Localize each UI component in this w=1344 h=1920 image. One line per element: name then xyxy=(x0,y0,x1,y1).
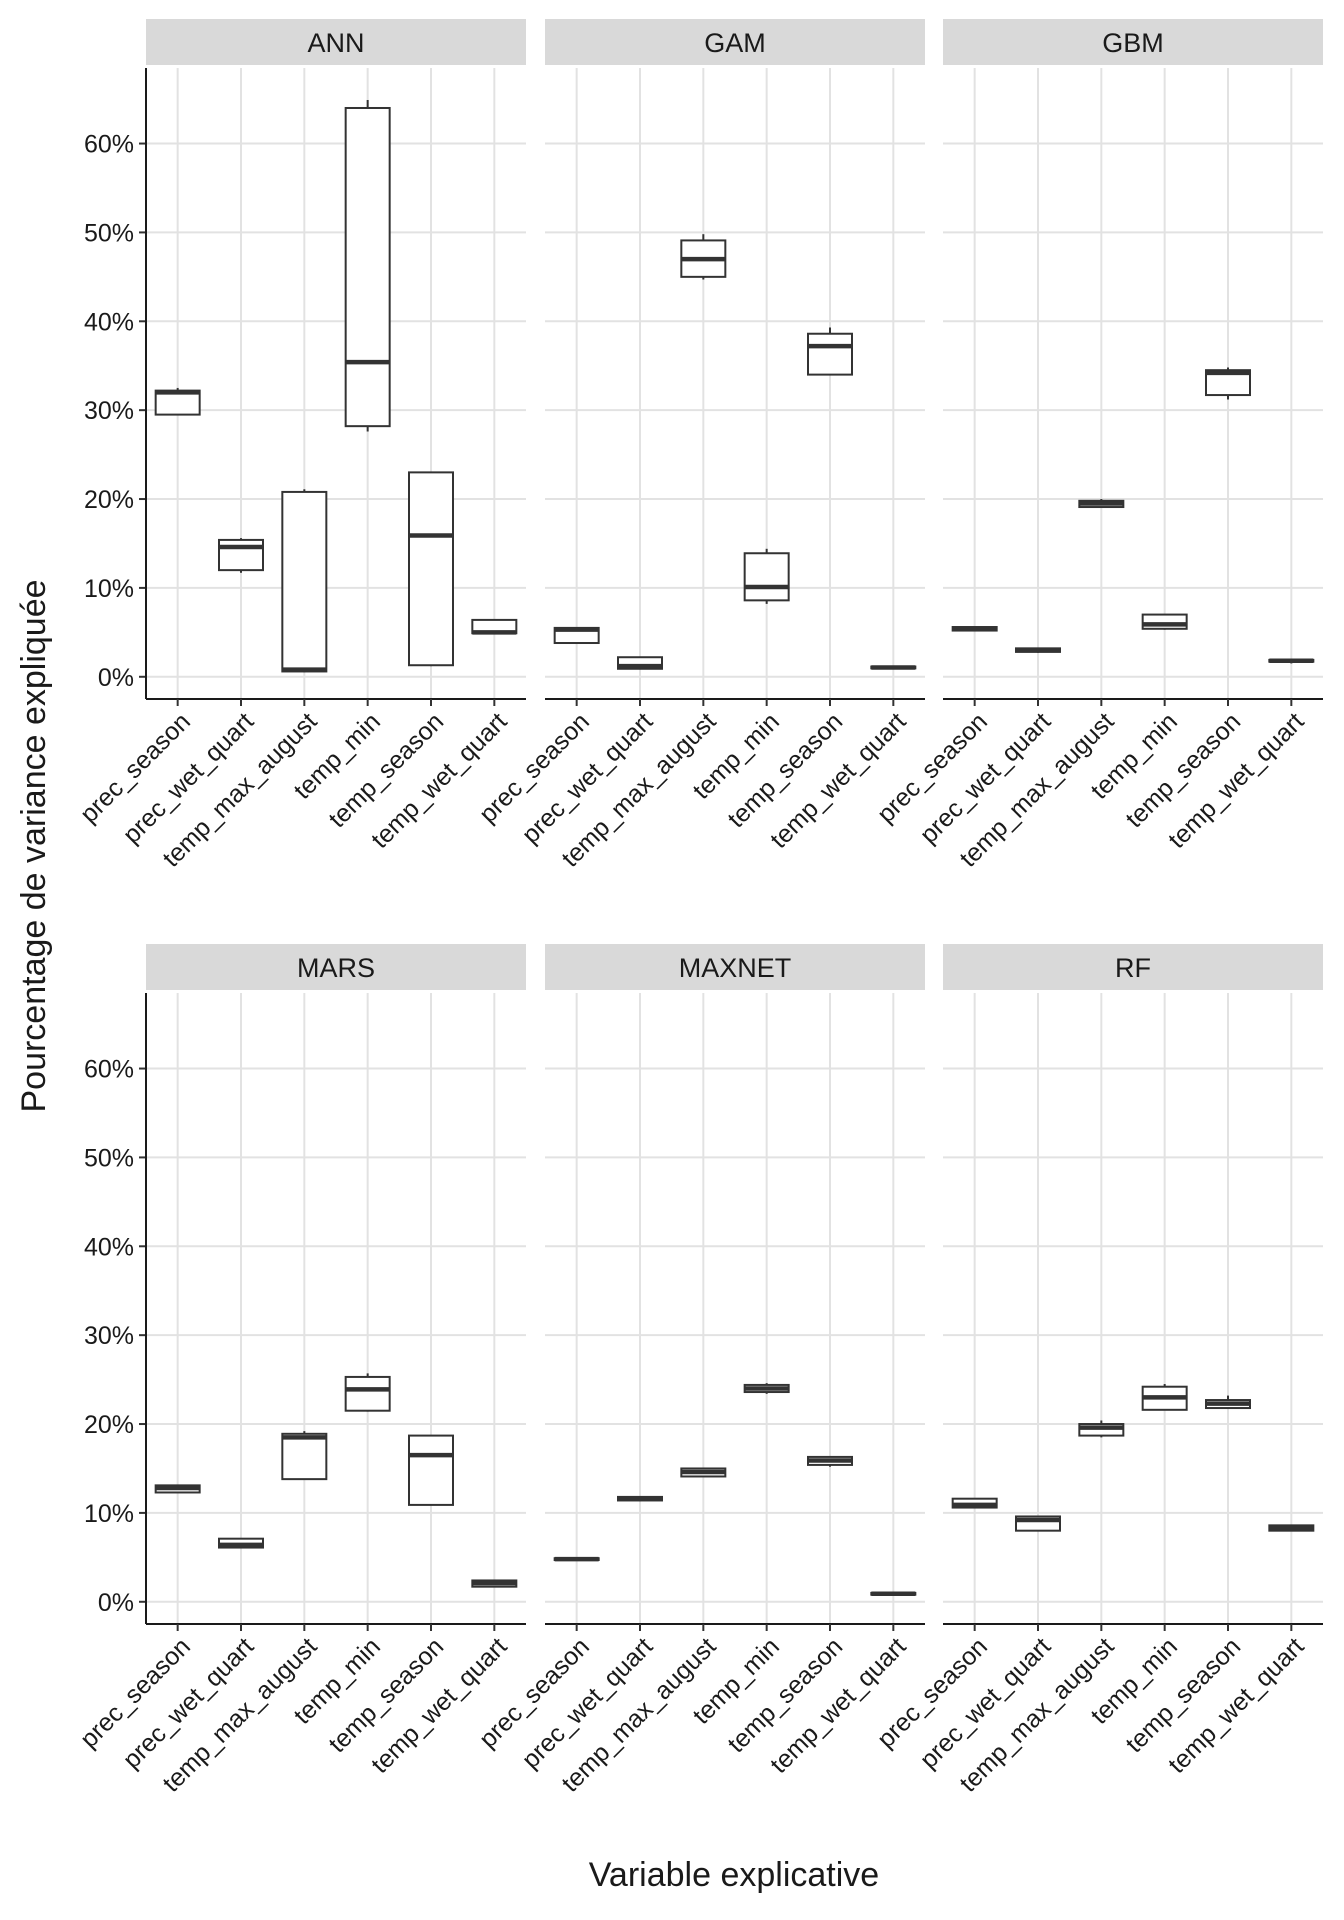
box-iqr xyxy=(281,1432,328,1481)
panel-title: RF xyxy=(1115,953,1151,983)
panel-title: MARS xyxy=(297,953,375,983)
y-tick-label: 60% xyxy=(84,131,134,159)
box-temp_season xyxy=(1205,1395,1251,1410)
box-temp_max_august xyxy=(1078,1420,1125,1438)
box-iqr xyxy=(408,471,454,667)
panel-gam: GAMprec_seasonprec_wet_quarttemp_max_aug… xyxy=(474,19,925,873)
y-tick-label: 20% xyxy=(84,486,134,514)
box-iqr xyxy=(743,552,790,602)
box-prec_wet_quart xyxy=(218,1537,264,1549)
box-iqr xyxy=(408,1434,454,1506)
y-tick-label: 40% xyxy=(84,308,134,336)
box-temp_season xyxy=(807,1455,853,1467)
panel-title: ANN xyxy=(307,28,364,58)
box-iqr xyxy=(807,332,853,376)
box-prec_season xyxy=(154,387,201,416)
panel-strip xyxy=(545,944,925,990)
panel-gbm: GBMprec_seasonprec_wet_quarttemp_max_aug… xyxy=(872,19,1323,873)
box-prec_wet_quart xyxy=(218,538,264,573)
box-temp_min xyxy=(344,99,391,432)
box-iqr xyxy=(344,106,391,428)
panel-title: MAXNET xyxy=(679,953,792,983)
panel-title: GAM xyxy=(704,28,766,58)
y-tick-label: 10% xyxy=(84,575,134,603)
box-prec_wet_quart xyxy=(617,1495,663,1502)
box-temp_wet_quart xyxy=(870,1591,917,1597)
y-tick-label: 0% xyxy=(98,664,134,692)
box-temp_min xyxy=(743,1383,790,1394)
y-tick-label: 10% xyxy=(84,1500,134,1528)
box-prec_wet_quart xyxy=(617,656,663,670)
box-temp_season xyxy=(408,1434,454,1506)
y-tick-label: 20% xyxy=(84,1411,134,1439)
panel-strip xyxy=(943,19,1323,65)
box-iqr xyxy=(1141,613,1188,630)
box-iqr xyxy=(218,538,264,572)
panel-maxnet: MAXNETprec_seasonprec_wet_quarttemp_max_… xyxy=(474,944,925,1798)
box-prec_season xyxy=(553,1556,600,1562)
box-prec_season xyxy=(553,626,600,645)
box-prec_wet_quart xyxy=(1015,647,1061,653)
box-temp_max_august xyxy=(680,234,727,280)
box-temp_max_august xyxy=(1078,499,1125,509)
box-temp_max_august xyxy=(281,1431,328,1481)
x-axis-title: Variable explicative xyxy=(589,1856,879,1894)
panel-strip xyxy=(146,19,526,65)
panel-strip xyxy=(545,19,925,65)
panel-mars: MARS0%10%20%30%40%50%60%prec_seasonprec_… xyxy=(75,944,526,1798)
box-temp_wet_quart xyxy=(471,1579,518,1588)
box-prec_wet_quart xyxy=(1015,1515,1061,1532)
box-temp_max_august xyxy=(281,489,328,673)
box-temp_season xyxy=(408,471,454,667)
y-axis-title: Pourcentage de variance expliquée xyxy=(15,579,53,1112)
box-prec_season xyxy=(951,1497,998,1509)
y-tick-label: 30% xyxy=(84,1322,134,1350)
y-tick-label: 50% xyxy=(84,219,134,247)
box-temp_season xyxy=(807,327,853,376)
panel-strip xyxy=(146,944,526,990)
panel-rf: RFprec_seasonprec_wet_quarttemp_max_augu… xyxy=(872,944,1323,1798)
box-temp_wet_quart xyxy=(1268,658,1315,664)
y-tick-label: 30% xyxy=(84,397,134,425)
box-temp_max_august xyxy=(680,1467,727,1478)
y-tick-label: 50% xyxy=(84,1144,134,1172)
box-iqr xyxy=(617,656,663,670)
y-tick-label: 60% xyxy=(84,1056,134,1084)
box-temp_min xyxy=(743,548,790,604)
box-prec_season xyxy=(154,1484,201,1494)
panel-title: GBM xyxy=(1102,28,1164,58)
panel-ann: ANN0%10%20%30%40%50%60%prec_seasonprec_w… xyxy=(75,19,526,873)
box-prec_season xyxy=(951,626,998,632)
box-iqr xyxy=(281,490,328,673)
y-tick-label: 0% xyxy=(98,1589,134,1617)
box-temp_wet_quart xyxy=(870,665,917,670)
y-tick-label: 40% xyxy=(84,1233,134,1261)
box-temp_wet_quart xyxy=(471,618,518,635)
box-temp_min xyxy=(1141,1384,1188,1411)
box-temp_wet_quart xyxy=(1268,1524,1315,1532)
panel-strip xyxy=(943,944,1323,990)
box-temp_min xyxy=(344,1373,391,1412)
box-iqr xyxy=(344,1375,391,1412)
box-temp_min xyxy=(1141,613,1188,630)
box-temp_season xyxy=(1205,367,1251,400)
